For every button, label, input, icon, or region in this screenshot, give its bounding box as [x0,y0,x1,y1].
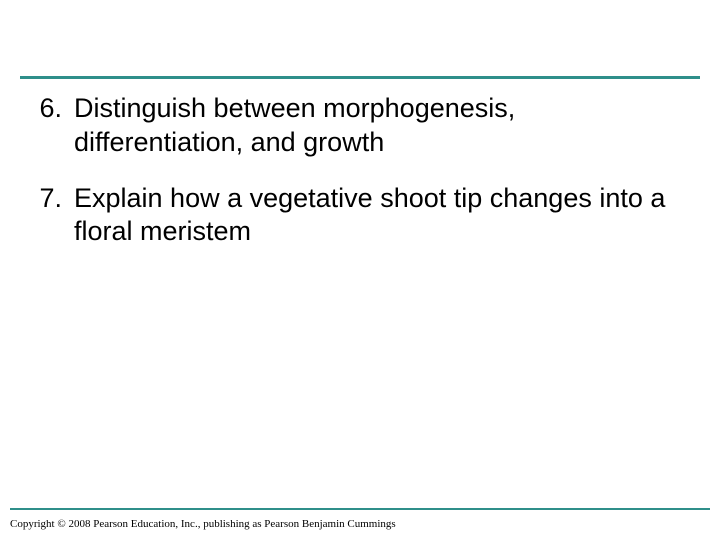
list-item: 7. Explain how a vegetative shoot tip ch… [18,182,680,250]
list-number: 6. [18,92,74,126]
list-text: Explain how a vegetative shoot tip chang… [74,182,680,250]
slide: 6. Distinguish between morphogenesis, di… [0,0,720,540]
list-item: 6. Distinguish between morphogenesis, di… [18,92,680,160]
list-number: 7. [18,182,74,216]
top-divider [20,76,700,79]
content-area: 6. Distinguish between morphogenesis, di… [18,92,680,271]
list-text: Distinguish between morphogenesis, diffe… [74,92,680,160]
copyright-text: Copyright © 2008 Pearson Education, Inc.… [10,518,396,530]
bottom-divider [10,508,710,510]
